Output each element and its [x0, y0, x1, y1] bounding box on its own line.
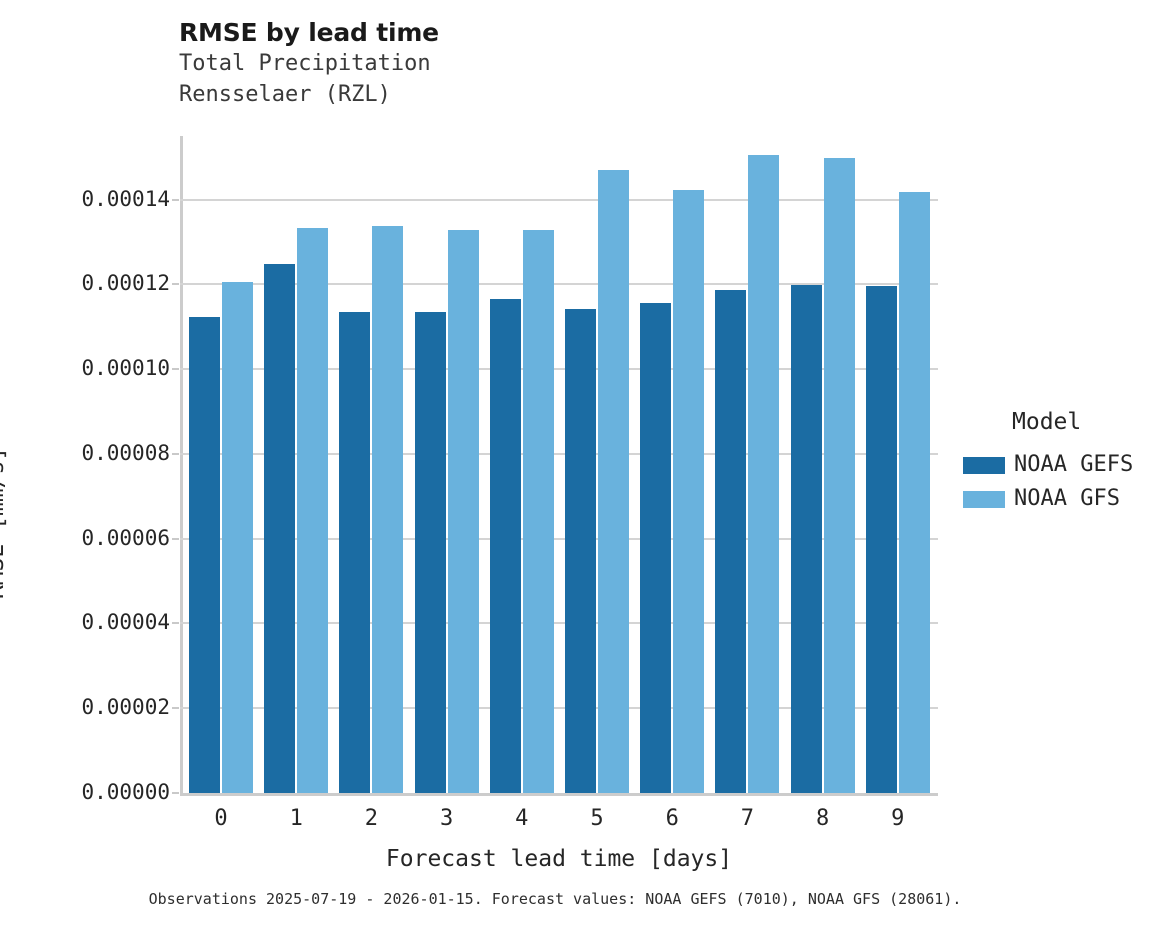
y-tick-label: 0.00008	[81, 440, 170, 465]
y-tick-label: 0.00012	[81, 271, 170, 296]
y-tick-mark	[172, 792, 179, 794]
bar[interactable]	[640, 303, 672, 793]
y-axis-tick-labels: 0.00000 0.00002 0.00004 0.00006 0.00008 0.000…	[15, 136, 170, 802]
y-tick-label: 0.00000	[81, 780, 170, 804]
chart-subtitle-variable: Total Precipitation	[179, 51, 431, 76]
legend-label: NOAA GFS	[1014, 486, 1120, 511]
legend: Model NOAA GEFS NOAA GFS	[963, 408, 1173, 516]
x-axis-spine	[180, 793, 938, 796]
chart-title: RMSE by lead time	[179, 18, 439, 47]
y-tick-mark	[172, 368, 179, 371]
y-tick-label: 0.00002	[81, 695, 170, 720]
x-tick-label: 6	[665, 806, 679, 831]
footer-note: Observations 2025-07-19 - 2026-01-15. Fo…	[148, 890, 962, 908]
bar[interactable]	[372, 226, 404, 793]
y-axis-title: RMSE [mm/s]	[0, 446, 9, 600]
y-tick-mark	[172, 707, 179, 710]
y-tick-mark	[172, 537, 179, 540]
bar[interactable]	[447, 229, 479, 793]
y-axis-spine	[180, 136, 183, 793]
bar[interactable]	[598, 169, 629, 793]
legend-title: Model	[1012, 409, 1082, 435]
bar[interactable]	[489, 299, 521, 793]
bar[interactable]	[339, 312, 371, 793]
y-tick-mark	[172, 622, 179, 625]
bar[interactable]	[189, 316, 220, 793]
gridline	[180, 452, 938, 455]
gridline	[180, 198, 938, 201]
bar[interactable]	[264, 264, 296, 793]
x-tick-label: 9	[891, 806, 905, 831]
bar[interactable]	[823, 157, 855, 793]
bar[interactable]	[898, 191, 930, 793]
x-axis-title: Forecast lead time [days]	[385, 846, 733, 872]
bar[interactable]	[297, 228, 329, 793]
gridline	[180, 283, 938, 286]
bar[interactable]	[522, 229, 554, 793]
legend-entries: NOAA GEFS NOAA GFS	[963, 448, 1173, 516]
legend-item[interactable]: NOAA GEFS	[963, 448, 1173, 482]
bar[interactable]	[222, 281, 253, 793]
x-tick-label: 7	[740, 806, 755, 831]
bar[interactable]	[565, 309, 596, 793]
bar[interactable]	[673, 190, 705, 793]
gridline	[180, 622, 938, 625]
bar[interactable]	[715, 290, 747, 793]
x-tick-label: 4	[515, 806, 529, 831]
bar[interactable]	[790, 285, 822, 793]
y-tick-label: 0.00006	[81, 525, 170, 550]
x-tick-label: 8	[815, 806, 830, 831]
bar[interactable]	[414, 312, 446, 793]
title-block: RMSE by lead time Total Precipitation Re…	[179, 18, 879, 110]
gridline	[180, 368, 938, 371]
bar[interactable]	[748, 154, 780, 793]
chart-subtitle-location: Rensselaer (RZL)	[179, 82, 391, 107]
x-tick-label: 5	[590, 806, 604, 831]
x-axis-tick-labels: 0 1 2 3 4 5 6 7 8 9	[180, 806, 938, 836]
y-tick-label: 0.00010	[81, 356, 170, 381]
bar[interactable]	[865, 286, 897, 793]
y-tick-label: 0.00014	[81, 186, 170, 211]
x-tick-label: 1	[289, 806, 303, 831]
legend-label: NOAA GEFS	[1014, 452, 1134, 477]
x-tick-label: 3	[439, 806, 454, 831]
y-tick-label: 0.00004	[81, 610, 170, 635]
x-tick-label: 0	[214, 806, 228, 831]
legend-item[interactable]: NOAA GFS	[963, 482, 1173, 516]
legend-swatch	[963, 490, 1005, 508]
y-tick-mark	[172, 198, 179, 201]
plot-area: 0.00000 0.00002 0.00004 0.00006 0.00008 0.000…	[81, 136, 938, 803]
y-tick-mark	[172, 452, 179, 455]
y-tick-mark	[172, 283, 179, 286]
bars-layer	[180, 136, 938, 793]
gridline	[180, 707, 938, 710]
gridline	[180, 537, 938, 540]
legend-swatch	[963, 456, 1005, 474]
x-tick-label: 2	[364, 806, 379, 831]
